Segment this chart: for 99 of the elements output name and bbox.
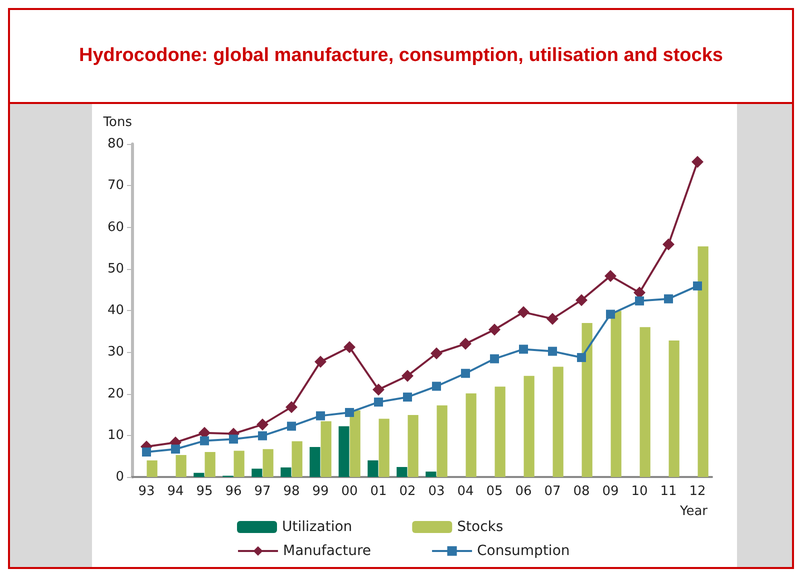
bar	[234, 450, 244, 477]
point	[403, 392, 412, 402]
point	[287, 422, 296, 431]
x-tick-label: 07	[544, 484, 561, 499]
chart-title: Hydrocodone: global manufacture, consumption, utilisation and stocks	[10, 10, 792, 104]
y-tick-label: 0	[116, 470, 124, 484]
x-tick-label: 05	[486, 484, 503, 499]
point	[432, 382, 441, 391]
point	[519, 344, 528, 354]
y-axis-title: Tons	[102, 115, 132, 130]
bar	[280, 467, 292, 477]
bar	[368, 460, 378, 477]
point	[488, 324, 500, 336]
bar	[146, 460, 158, 477]
x-tick-label: 02	[399, 484, 416, 499]
point	[460, 338, 472, 350]
point	[693, 281, 702, 290]
bar	[494, 386, 506, 477]
bar	[582, 322, 592, 477]
bar	[552, 366, 564, 477]
y-tick-label: 80	[107, 136, 124, 152]
x-axis-title: Year	[679, 504, 708, 519]
point	[402, 370, 414, 382]
bar	[668, 340, 680, 477]
point	[662, 238, 674, 250]
x-tick-label: 96	[225, 484, 242, 499]
y-tick-label: 70	[107, 178, 124, 194]
point	[314, 356, 326, 368]
point	[692, 156, 704, 168]
bar	[698, 246, 708, 477]
point	[606, 310, 615, 319]
y-tick-label: 40	[107, 303, 124, 318]
point	[316, 411, 325, 420]
y-tick-label: 30	[107, 344, 124, 360]
x-tick-label: 09	[602, 484, 619, 499]
point	[374, 398, 383, 407]
bar	[262, 449, 274, 477]
point	[372, 384, 384, 396]
point	[430, 347, 442, 360]
legend-label: Manufacture	[283, 543, 372, 559]
point	[200, 436, 209, 446]
y-tick-label: 50	[107, 261, 124, 276]
x-tick-label: 00	[341, 484, 358, 499]
point	[171, 444, 180, 454]
bar	[310, 447, 320, 477]
x-tick-label: 11	[660, 484, 677, 499]
y-tick-label: 10	[107, 428, 124, 443]
point	[461, 368, 470, 378]
x-tick-label: 99	[312, 484, 329, 499]
bar	[436, 405, 448, 477]
bar	[350, 410, 360, 477]
point	[344, 341, 356, 354]
point	[576, 294, 588, 306]
x-tick-label: 95	[196, 484, 213, 499]
x-tick-label: 03	[428, 484, 445, 499]
point	[635, 296, 644, 306]
x-tick-label: 97	[254, 484, 271, 499]
legend-label: Stocks	[457, 519, 504, 535]
point	[142, 448, 151, 457]
y-tick-label: 20	[107, 386, 124, 402]
bar	[426, 472, 436, 477]
point	[229, 434, 238, 444]
point	[256, 418, 268, 431]
bar	[194, 472, 204, 477]
point	[518, 306, 530, 318]
point	[604, 270, 616, 282]
bar	[524, 376, 534, 477]
bar	[176, 454, 186, 477]
y-tick-label: 60	[107, 220, 124, 235]
bar	[204, 452, 216, 477]
x-tick-label: 10	[631, 484, 648, 499]
bar	[292, 441, 302, 477]
point	[577, 353, 586, 362]
bar	[320, 421, 332, 477]
point	[490, 354, 499, 364]
bar	[640, 327, 650, 477]
bar	[466, 393, 476, 477]
x-tick-label: 01	[370, 484, 387, 499]
point	[546, 312, 558, 325]
x-tick-label: 06	[515, 484, 532, 499]
point	[664, 294, 673, 304]
point	[286, 401, 298, 414]
legend-label: Utilization	[282, 519, 352, 535]
x-tick-label: 04	[457, 484, 474, 499]
bar	[408, 414, 418, 477]
bar	[378, 418, 390, 477]
bar	[252, 468, 262, 477]
bar	[396, 467, 408, 477]
x-tick-label: 12	[689, 484, 706, 499]
legend-label: Consumption	[477, 543, 570, 559]
bar	[338, 426, 350, 477]
point	[258, 431, 267, 440]
x-tick-label: 98	[283, 484, 300, 499]
bar	[610, 310, 622, 477]
x-tick-label: 08	[573, 484, 590, 499]
x-tick-label: 94	[167, 484, 184, 499]
point	[345, 408, 354, 417]
point	[548, 346, 557, 356]
x-tick-label: 93	[138, 484, 155, 499]
